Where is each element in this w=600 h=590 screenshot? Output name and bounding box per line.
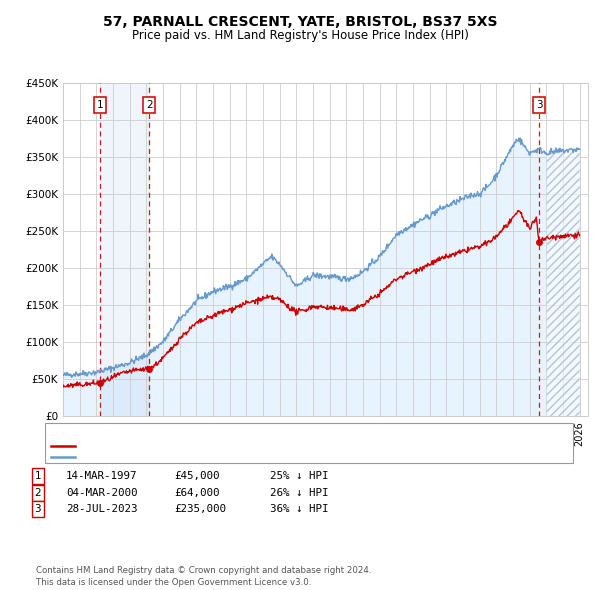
Text: 26% ↓ HPI: 26% ↓ HPI [270,488,329,497]
Text: 57, PARNALL CRESCENT, YATE, BRISTOL, BS37 5XS: 57, PARNALL CRESCENT, YATE, BRISTOL, BS3… [103,15,497,29]
Text: 2: 2 [34,488,41,497]
Text: 1: 1 [97,100,103,110]
Text: 28-JUL-2023: 28-JUL-2023 [66,504,137,514]
Text: 57, PARNALL CRESCENT, YATE, BRISTOL, BS37 5XS (semi-detached house): 57, PARNALL CRESCENT, YATE, BRISTOL, BS3… [78,441,449,451]
Bar [100,83,149,416]
Text: £45,000: £45,000 [174,471,220,481]
Text: £64,000: £64,000 [174,488,220,497]
Text: 3: 3 [34,504,41,514]
Text: 3: 3 [536,100,542,110]
Text: 36% ↓ HPI: 36% ↓ HPI [270,504,329,514]
Text: 14-MAR-1997: 14-MAR-1997 [66,471,137,481]
Text: 04-MAR-2000: 04-MAR-2000 [66,488,137,497]
Text: 1: 1 [34,471,41,481]
Text: Contains HM Land Registry data © Crown copyright and database right 2024.
This d: Contains HM Land Registry data © Crown c… [36,566,371,587]
Text: HPI: Average price, semi-detached house, South Gloucestershire: HPI: Average price, semi-detached house,… [78,453,400,462]
Text: £235,000: £235,000 [174,504,226,514]
Text: Price paid vs. HM Land Registry's House Price Index (HPI): Price paid vs. HM Land Registry's House … [131,30,469,42]
Text: 2: 2 [146,100,152,110]
Text: 25% ↓ HPI: 25% ↓ HPI [270,471,329,481]
